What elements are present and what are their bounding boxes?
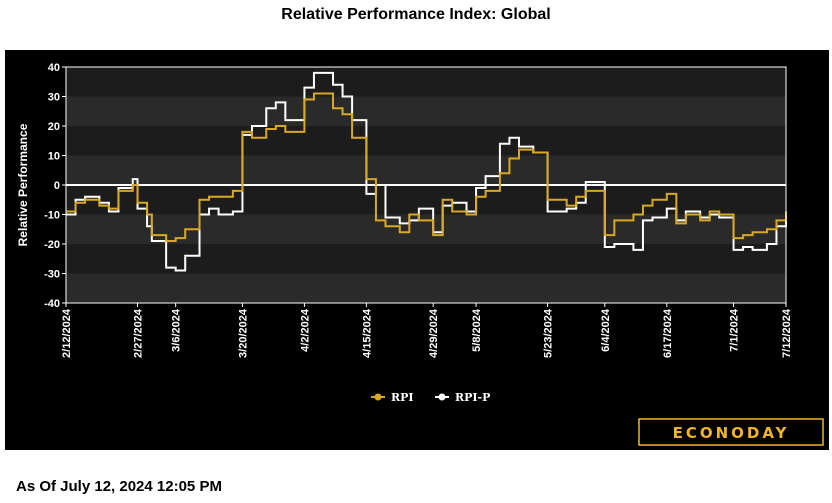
plot-frame (65, 66, 787, 304)
legend: RPI RPI-P (371, 391, 490, 404)
y-tick-label: -40 (44, 298, 60, 310)
y-tick-label: 20 (48, 121, 60, 133)
y-axis-ticks: 40 30 20 10 0 -10 -20 -30 -40 (44, 62, 66, 310)
as-of-timestamp: As Of July 12, 2024 12:05 PM (16, 478, 222, 495)
grid-band (66, 185, 786, 215)
x-tick-label: 4/29/2024 (428, 308, 440, 358)
y-axis-title: Relative Performance (16, 123, 30, 246)
chart-svg: 40 30 20 10 0 -10 -20 -30 -40 2/12/2024 2/27/2024… (16, 62, 824, 446)
x-tick-label: 6/17/2024 (662, 308, 674, 358)
y-tick-label: 10 (48, 151, 60, 163)
y-tick-label: -20 (44, 239, 60, 251)
logo-text: ECONODAY (673, 424, 790, 442)
grid-band (66, 244, 786, 274)
x-tick-label: 6/4/2024 (600, 308, 612, 352)
legend-label: RPI-P (455, 391, 490, 404)
legend-swatch-dot (374, 393, 382, 401)
y-tick-label: -30 (44, 269, 60, 281)
series-line-rpi (66, 92, 787, 243)
x-axis-ticks: 2/12/2024 2/27/2024 3/6/2024 3/20/2024 4/2/2… (61, 303, 793, 358)
chart-panel: 40 30 20 10 0 -10 -20 -30 -40 2/12/2024 2/27/2024… (5, 50, 829, 450)
grid-band (66, 67, 786, 97)
x-tick-label: 2/27/2024 (133, 308, 145, 358)
grid-band (66, 155, 786, 185)
legend-swatch-dot (438, 393, 446, 401)
legend-label: RPI (391, 391, 414, 404)
econoday-logo: ECONODAY (638, 418, 824, 446)
y-tick-label: 30 (48, 92, 60, 104)
grid-band (66, 96, 786, 126)
grid-band (66, 214, 786, 244)
x-tick-label: 3/20/2024 (237, 308, 249, 358)
series-lines (66, 71, 787, 272)
x-tick-label: 7/1/2024 (729, 308, 741, 352)
x-tick-label: 5/23/2024 (543, 308, 555, 358)
x-tick-label: 4/2/2024 (299, 308, 311, 352)
grid-band (66, 273, 786, 303)
chart-title: Relative Performance Index: Global (281, 6, 551, 23)
x-tick-label: 3/6/2024 (171, 308, 183, 352)
grid-band (66, 126, 786, 156)
x-tick-label: 2/12/2024 (61, 308, 73, 358)
y-tick-label: 0 (54, 180, 60, 192)
y-tick-label: 40 (48, 62, 60, 74)
x-tick-label: 7/12/2024 (781, 308, 793, 358)
y-tick-label: -10 (44, 210, 60, 222)
x-tick-label: 5/8/2024 (471, 308, 483, 352)
x-tick-label: 4/15/2024 (361, 308, 373, 358)
